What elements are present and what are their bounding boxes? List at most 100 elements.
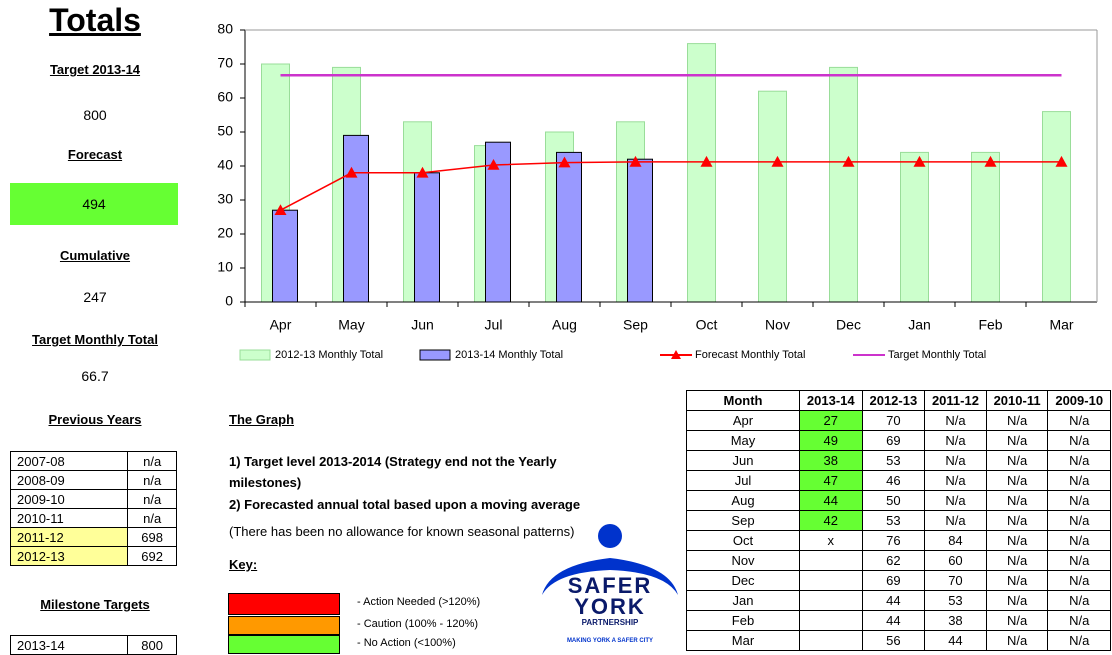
legend-swatch (419, 349, 451, 361)
logo: SAFER YORK PARTNERSHIP MAKING YORK A SAF… (530, 520, 690, 655)
table-row: May 49 69 N/a N/a N/a (686, 430, 1111, 451)
table-cell: Aug (686, 490, 800, 511)
table-cell: May (686, 430, 800, 451)
note-line: milestones) (229, 475, 302, 490)
legend-label: 2012-13 Monthly Total (275, 349, 383, 361)
total-label: Forecast (67, 147, 123, 162)
legend-label: Forecast Monthly Total (695, 349, 805, 361)
table-cell: N/a (985, 490, 1049, 511)
header-cell: Month (686, 390, 800, 411)
table-cell: N/a (985, 430, 1049, 451)
table-cell: 46 (861, 470, 926, 491)
table-row: 2013-14 800 (9, 635, 177, 655)
table-cell: 2013-14 (9, 635, 129, 655)
table-cell: 2012-13 (9, 546, 129, 566)
table-cell: N/a (1047, 410, 1111, 431)
x-tick-label: Jun (411, 317, 434, 333)
marker (274, 204, 287, 215)
y-tick-label: 20 (217, 225, 233, 241)
table-cell: N/a (985, 510, 1049, 531)
key-label: - Caution (100% - 120%) (357, 617, 479, 630)
previous-years-title: Previous Years (48, 412, 142, 427)
table-cell: N/a (924, 470, 987, 491)
table-cell: 27 (799, 410, 863, 431)
table-cell: Nov (686, 550, 800, 571)
header-cell: 2012-13 (861, 390, 926, 411)
table-row: Apr 27 70 N/a N/a N/a (686, 410, 1111, 431)
table-cell: 84 (924, 530, 987, 551)
table-cell: 60 (924, 550, 987, 571)
previous-years-table: 2007-08 n/a 2008-09 n/a 2009-10 n/a 2010-11 n/a… (9, 451, 177, 566)
table-cell: N/a (1047, 490, 1111, 511)
table-row: 2012-13 692 (9, 546, 177, 566)
bar (687, 43, 716, 303)
bar (343, 134, 369, 303)
table-cell: n/a (127, 508, 177, 528)
key-swatch (228, 593, 340, 615)
total-value: 800 (83, 107, 107, 123)
table-cell: n/a (127, 489, 177, 509)
table-cell: 49 (799, 430, 863, 451)
table-cell: 53 (861, 450, 926, 471)
table-cell: N/a (924, 450, 987, 471)
y-tick-label: 50 (217, 123, 233, 139)
y-tick-label: 40 (217, 157, 233, 173)
table-cell (799, 630, 863, 651)
table-cell: N/a (1047, 590, 1111, 611)
table-row: Jun 38 53 N/a N/a N/a (686, 450, 1111, 471)
table-cell: 70 (861, 410, 926, 431)
marker (629, 155, 642, 167)
table-row: Nov 62 60 N/a N/a (686, 550, 1111, 571)
table-cell: N/a (1047, 510, 1111, 531)
table-row: 2011-12 698 (9, 527, 177, 547)
table-cell: N/a (1047, 630, 1111, 651)
milestone-table: 2013-14 800 (9, 635, 177, 655)
y-tick-label: 30 (217, 191, 233, 207)
table-row: 2007-08 n/a (9, 451, 177, 471)
table-cell: n/a (127, 470, 177, 490)
notes-remark: (There has been no allowance for known s… (229, 524, 575, 539)
data-table: Month 2013-14 2012-13 2011-12 2010-11 2009-10… (686, 390, 1111, 651)
marker (771, 155, 784, 167)
table-cell: n/a (127, 451, 177, 471)
header-cell: 2009-10 (1047, 390, 1111, 411)
header-cell: 2011-12 (924, 390, 987, 411)
legend-marker (671, 350, 681, 359)
x-tick-label: Nov (765, 317, 790, 333)
logo-dot (598, 524, 622, 548)
table-cell: 42 (799, 510, 863, 531)
key-label: - Action Needed (>120%) (357, 596, 481, 608)
table-cell: 44 (924, 630, 987, 651)
marker (558, 156, 571, 168)
marker (700, 155, 713, 167)
table-row: 2008-09 n/a (9, 470, 177, 490)
table-cell: N/a (985, 470, 1049, 491)
bar (272, 209, 298, 303)
table-row: Jan 44 53 N/a N/a (686, 590, 1111, 611)
table-cell: Oct (686, 530, 800, 551)
y-tick-label: 70 (217, 55, 233, 71)
table-cell: 47 (799, 470, 863, 491)
x-tick-label: Jan (908, 317, 931, 333)
x-tick-label: Aug (552, 317, 577, 333)
table-cell: N/a (1047, 450, 1111, 471)
y-tick-label: 80 (217, 21, 233, 37)
table-cell: N/a (985, 410, 1049, 431)
table-cell: 692 (127, 546, 177, 566)
table-cell: Dec (686, 570, 800, 591)
logo-tagline: MAKING YORK A SAFER CITY (566, 638, 654, 644)
table-header: Month 2013-14 2012-13 2011-12 2010-11 2009-10 (686, 390, 1111, 411)
table-cell: N/a (924, 510, 987, 531)
table-cell: N/a (1047, 610, 1111, 631)
table-row: Dec 69 70 N/a N/a (686, 570, 1111, 591)
table-cell: 38 (799, 450, 863, 471)
table-cell: N/a (985, 610, 1049, 631)
table-cell: 44 (799, 490, 863, 511)
legend-label: Target Monthly Total (888, 349, 986, 361)
key-label: - No Action (<100%) (357, 636, 456, 649)
bar (556, 151, 582, 303)
x-tick-label: Sep (623, 317, 648, 333)
table-cell: 69 (861, 430, 926, 451)
chart: 0 10 20 30 40 50 60 70 80 Apr May Jun Jul Aug Sep Oct No… (217, 21, 1098, 361)
